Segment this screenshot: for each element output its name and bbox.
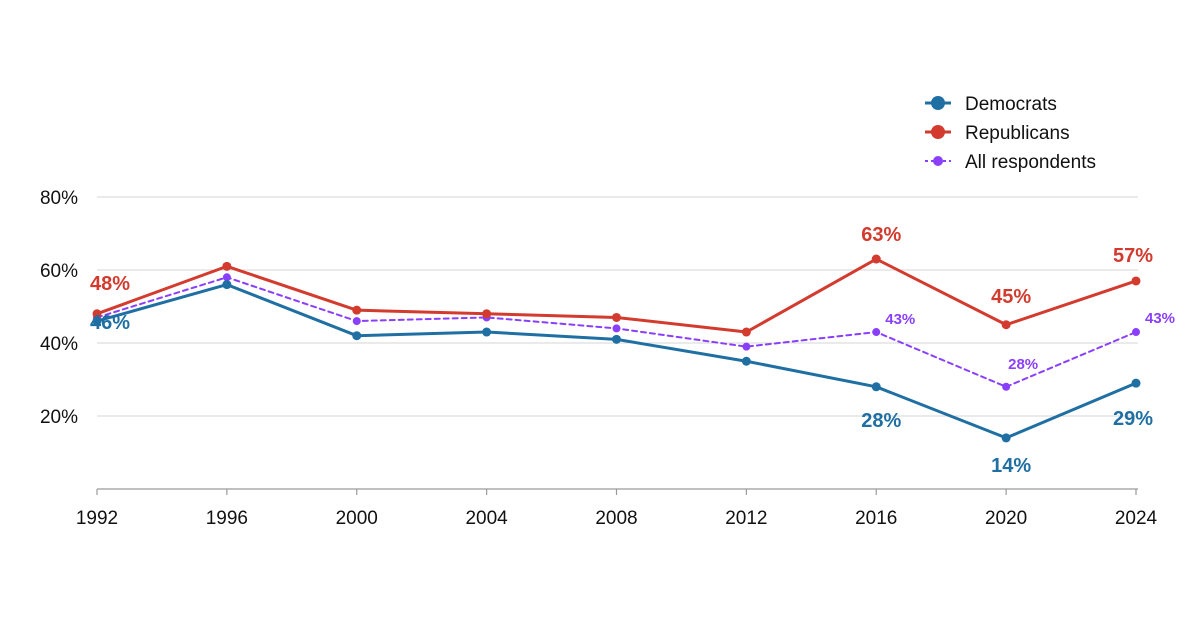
legend-swatch-dot	[933, 156, 943, 166]
data-label: 14%	[991, 455, 1031, 477]
y-tick-label: 40%	[40, 334, 78, 355]
data-label: 28%	[1008, 356, 1038, 373]
x-tick-label: 2024	[1115, 508, 1158, 529]
x-tick-label: 2000	[336, 508, 378, 529]
data-point	[1132, 328, 1140, 337]
data-point	[741, 356, 751, 366]
data-point	[871, 254, 881, 264]
data-point	[222, 261, 232, 271]
x-tick-label: 1992	[76, 508, 118, 529]
y-tick-label: 20%	[40, 407, 78, 428]
data-label: 46%	[90, 312, 130, 334]
x-tick-label: 2008	[595, 508, 637, 529]
series-line-democrats	[95, 283, 1138, 440]
data-point	[612, 312, 621, 322]
data-point	[92, 309, 102, 319]
legend-label: Republicans	[965, 123, 1070, 144]
data-point	[352, 317, 361, 326]
legend-label: Democrats	[965, 94, 1057, 115]
data-label: 63%	[861, 224, 901, 246]
data-point	[482, 309, 492, 319]
data-point	[871, 382, 881, 392]
data-point	[1001, 320, 1011, 330]
data-point	[742, 342, 751, 351]
data-point	[1002, 382, 1011, 391]
data-label: 29%	[1113, 408, 1153, 430]
data-label: 45%	[991, 286, 1031, 308]
data-label: 48%	[90, 273, 130, 295]
data-label: 28%	[861, 410, 901, 432]
data-point	[612, 324, 621, 333]
x-tick-label: 2004	[465, 508, 508, 529]
data-point	[352, 305, 362, 315]
y-tick-label: 80%	[40, 188, 78, 209]
data-point	[1131, 276, 1141, 286]
legend-label: All respondents	[965, 152, 1096, 173]
legend-swatch-dot	[931, 125, 945, 139]
data-point	[741, 327, 751, 337]
data-point	[872, 328, 881, 337]
legend-swatch-dot	[931, 96, 945, 110]
data-label: 43%	[1145, 310, 1175, 327]
data-point	[612, 334, 621, 344]
data-point	[222, 273, 231, 282]
y-tick-label: 60%	[40, 261, 78, 282]
data-label: 43%	[885, 311, 915, 328]
data-label: 57%	[1113, 245, 1153, 267]
data-point	[482, 327, 492, 337]
data-point	[92, 316, 102, 326]
x-tick-label: 2012	[725, 508, 767, 529]
x-tick-label: 2020	[985, 508, 1027, 529]
x-tick-label: 1996	[206, 508, 248, 529]
data-point	[222, 280, 232, 290]
data-point	[1001, 433, 1011, 443]
data-point	[352, 331, 362, 341]
data-point	[1131, 378, 1141, 388]
x-tick-label: 2016	[855, 508, 897, 529]
